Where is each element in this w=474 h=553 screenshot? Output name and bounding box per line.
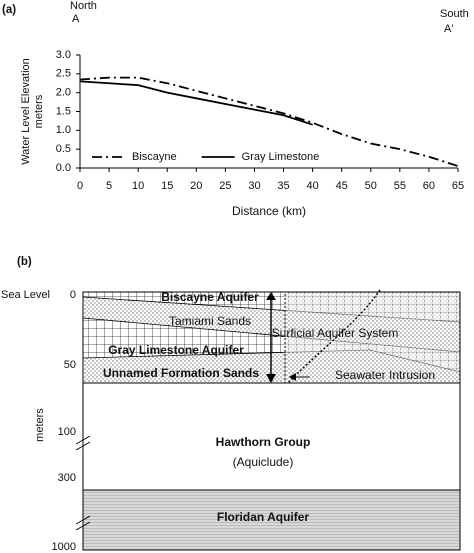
y-axis-label: Water Level Elevation bbox=[20, 58, 32, 165]
y-axis-label: meters bbox=[33, 94, 45, 128]
layer-label: Gray Limestone Aquifer bbox=[108, 343, 244, 357]
axis-break bbox=[75, 435, 91, 531]
y-tick-label: 1.5 bbox=[56, 105, 71, 117]
x-tick-label: 10 bbox=[132, 180, 144, 192]
x-tick-label: 55 bbox=[394, 180, 406, 192]
x-tick-label: 25 bbox=[219, 180, 231, 192]
annotation: A bbox=[72, 13, 80, 25]
y-tick-label: 0.5 bbox=[56, 143, 71, 155]
x-tick-label: 50 bbox=[365, 180, 377, 192]
layer-label: Hawthorn Group bbox=[216, 435, 311, 449]
depth-tick-label: 100 bbox=[58, 426, 76, 438]
x-tick-label: 5 bbox=[106, 180, 112, 192]
layer-label: (Aquiclude) bbox=[233, 455, 294, 469]
y-tick-label: 2.0 bbox=[56, 87, 71, 99]
y-tick-label: 2.5 bbox=[56, 68, 71, 80]
layer-label: Tamiami Sands bbox=[169, 314, 251, 328]
depth-tick-label: 50 bbox=[64, 359, 76, 371]
y-tick-label: 0.0 bbox=[56, 162, 71, 174]
legend-label: Gray Limestone bbox=[242, 151, 320, 163]
depth-axis-label: meters bbox=[34, 408, 46, 442]
x-tick-label: 40 bbox=[306, 180, 318, 192]
layer-label: Unnamed Formation Sands bbox=[103, 366, 259, 380]
depth-tick-label: 300 bbox=[58, 472, 76, 484]
panel-label: (a) bbox=[2, 4, 16, 16]
annotation: A' bbox=[444, 23, 453, 35]
series-line bbox=[79, 80, 313, 126]
x-axis-label: Distance (km) bbox=[232, 204, 306, 218]
panel-label: (b) bbox=[17, 256, 32, 268]
x-tick-label: 30 bbox=[248, 180, 260, 192]
y-tick-label: 3.0 bbox=[56, 49, 71, 61]
depth-tick-label: 1000 bbox=[52, 541, 76, 553]
layer-label: Surficial Aquifer System bbox=[272, 326, 399, 340]
x-tick-label: 45 bbox=[336, 180, 348, 192]
depth-tick-label: 0 bbox=[70, 289, 76, 301]
intrusion-front bbox=[287, 289, 381, 384]
x-tick-label: 0 bbox=[77, 180, 83, 192]
floridan-layer bbox=[82, 489, 461, 551]
layer-label: Floridan Aquifer bbox=[217, 510, 310, 524]
sea-level-label: Sea Level bbox=[1, 289, 50, 301]
frame bbox=[82, 291, 461, 551]
x-tick-label: 20 bbox=[190, 180, 202, 192]
annotation: South bbox=[440, 8, 469, 20]
arrow-head bbox=[289, 373, 296, 381]
surficial-zone bbox=[285, 292, 460, 383]
layer-label: Seawater Intrusion bbox=[335, 368, 435, 382]
cross-section bbox=[75, 289, 461, 551]
x-tick-label: 15 bbox=[161, 180, 173, 192]
y-tick-label: 1.0 bbox=[56, 124, 71, 136]
annotation: North bbox=[70, 0, 97, 12]
legend-label: Biscayne bbox=[132, 151, 177, 163]
x-tick-label: 35 bbox=[277, 180, 289, 192]
x-tick-label: 60 bbox=[423, 180, 435, 192]
layer-label: Biscayne Aquifer bbox=[161, 290, 259, 304]
x-tick-label: 65 bbox=[452, 180, 464, 192]
series-line bbox=[79, 76, 459, 167]
